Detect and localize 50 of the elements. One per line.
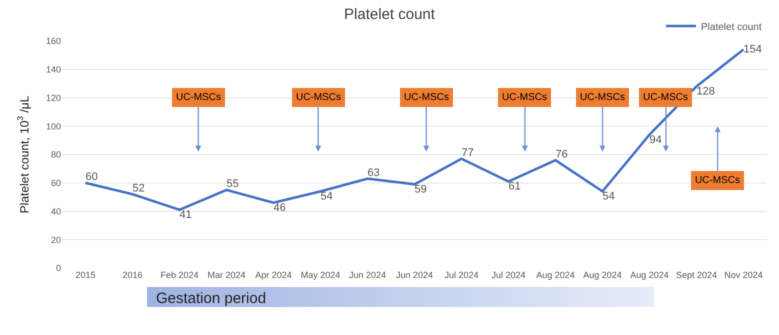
- annotation: UC-MSCs: [580, 92, 625, 103]
- x-tick-label: May 2024: [300, 270, 340, 280]
- text: Gestation period: [156, 290, 266, 307]
- x-tick-label: Aug 2024: [536, 270, 575, 280]
- x-tick-label: Mar 2024: [207, 270, 246, 280]
- x-tick-label: Apr 2024: [255, 270, 292, 280]
- annotation: UC-MSCs: [176, 92, 221, 103]
- y-tick-label: 0: [56, 263, 61, 274]
- chart-title: Platelet count: [344, 6, 436, 23]
- x-tick-label: 2016: [122, 270, 143, 280]
- data-label: 41: [180, 209, 192, 222]
- y-tick-label: 80: [50, 150, 61, 160]
- data-label: 46: [274, 202, 286, 214]
- data-label: 128: [696, 86, 715, 98]
- x-tick-label: Jun 2024: [348, 270, 386, 280]
- y-tick-label: 40: [50, 206, 61, 216]
- x-tick-label: Feb 2024: [160, 270, 199, 280]
- legend-label: Platelet count: [701, 22, 762, 33]
- x-tick-label: 2015: [75, 270, 96, 280]
- data-label: 77: [462, 147, 474, 160]
- data-label: 59: [414, 184, 427, 196]
- x-tick-label: Jul 2024: [444, 270, 479, 280]
- data-label: 54: [320, 190, 333, 203]
- data-label: 52: [132, 182, 145, 194]
- y-tick-label: 20: [50, 234, 61, 245]
- data-label: 63: [368, 166, 380, 179]
- data-label: 60: [86, 171, 98, 184]
- annotation: UC-MSCs: [404, 92, 449, 103]
- line-series: [84, 48, 745, 212]
- x-tick-label: Jul 2024: [491, 270, 526, 280]
- y-tick-label: 160: [46, 36, 61, 46]
- x-tick-label: Aug 2024: [630, 270, 669, 280]
- y-tick-label: 60: [50, 178, 61, 188]
- annotation: UC-MSCs: [643, 92, 688, 103]
- data-label: 61: [508, 180, 521, 193]
- y-tick-label: 140: [46, 64, 61, 75]
- annotation: UC-MSCs: [502, 92, 547, 103]
- data-label: 54: [602, 190, 615, 203]
- x-tick-label: Nov 2024: [724, 270, 763, 280]
- data-label: 154: [744, 43, 762, 56]
- x-tick-label: Sept 2024: [676, 270, 718, 280]
- data-label: 76: [556, 148, 568, 160]
- annotation: UC-MSCs: [695, 175, 740, 186]
- data-label: 94: [650, 134, 662, 146]
- x-tick-label: Jun 2024: [396, 270, 434, 280]
- x-tick-label: Aug 2024: [583, 270, 622, 280]
- data-label: 55: [226, 178, 239, 190]
- y-tick-label: 100: [46, 121, 61, 132]
- annotation: UC-MSCs: [296, 92, 341, 103]
- y-tick-label: 120: [46, 92, 61, 103]
